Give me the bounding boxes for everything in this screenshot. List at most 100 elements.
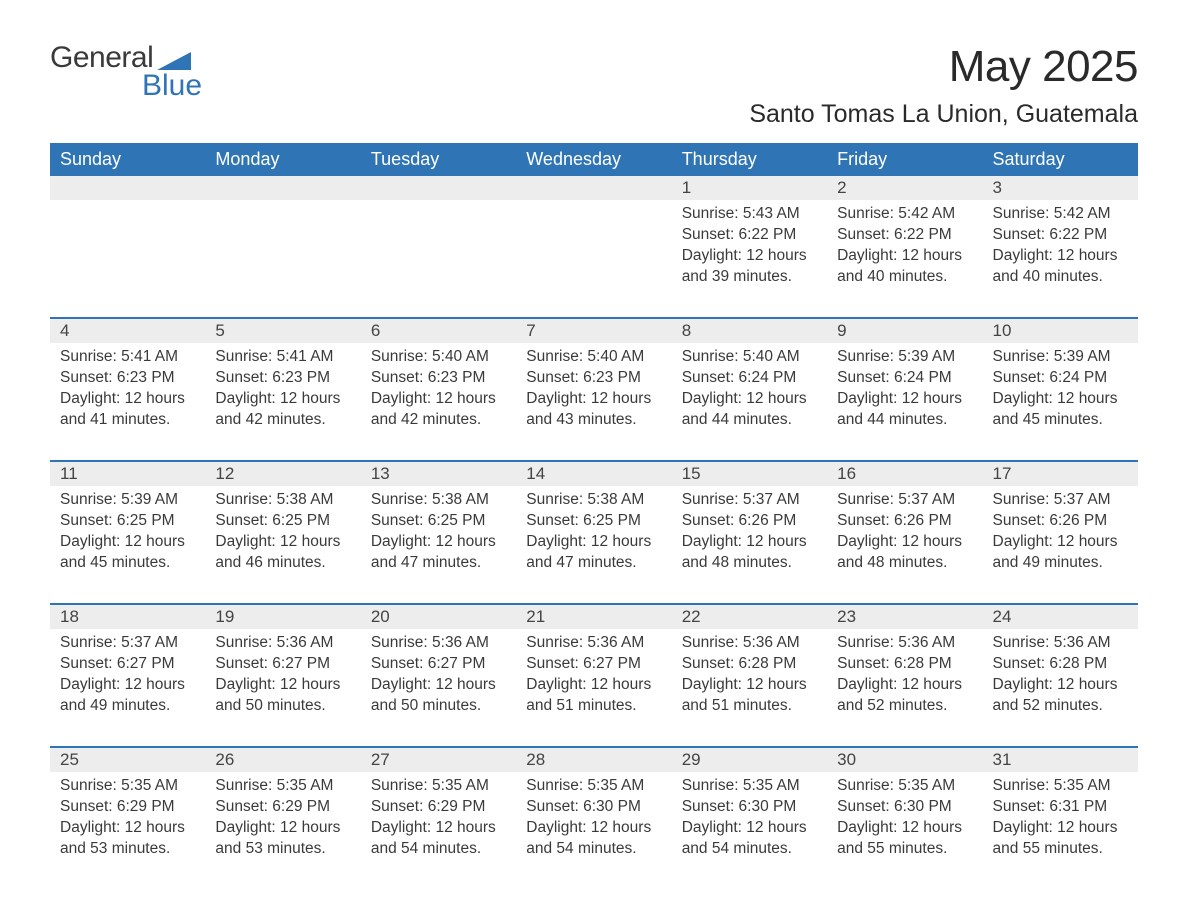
- day-content-cell: Sunrise: 5:37 AMSunset: 6:26 PMDaylight:…: [827, 486, 982, 604]
- day-content-cell: Sunrise: 5:35 AMSunset: 6:30 PMDaylight:…: [672, 772, 827, 870]
- sunrise-line: Sunrise: 5:35 AM: [682, 776, 817, 797]
- daylight-line: Daylight: 12 hours and 54 minutes.: [682, 818, 817, 860]
- sunset-line: Sunset: 6:29 PM: [60, 797, 195, 818]
- sunset-line: Sunset: 6:25 PM: [60, 511, 195, 532]
- sunset-line: Sunset: 6:22 PM: [682, 225, 817, 246]
- day-number-cell: 16: [827, 461, 982, 486]
- day-number-cell: 6: [361, 318, 516, 343]
- weekday-header-row: SundayMondayTuesdayWednesdayThursdayFrid…: [50, 143, 1138, 176]
- day-content-cell: Sunrise: 5:36 AMSunset: 6:28 PMDaylight:…: [672, 629, 827, 747]
- sunset-line: Sunset: 6:30 PM: [837, 797, 972, 818]
- sunrise-line: Sunrise: 5:42 AM: [993, 204, 1128, 225]
- daylight-line: Daylight: 12 hours and 45 minutes.: [60, 532, 195, 574]
- day-content-cell: Sunrise: 5:39 AMSunset: 6:25 PMDaylight:…: [50, 486, 205, 604]
- day-number-cell: [361, 176, 516, 200]
- daylight-line: Daylight: 12 hours and 53 minutes.: [60, 818, 195, 860]
- sunset-line: Sunset: 6:26 PM: [837, 511, 972, 532]
- daylight-line: Daylight: 12 hours and 44 minutes.: [682, 389, 817, 431]
- sunrise-line: Sunrise: 5:41 AM: [215, 347, 350, 368]
- day-number-cell: 28: [516, 747, 671, 772]
- day-content-row: Sunrise: 5:35 AMSunset: 6:29 PMDaylight:…: [50, 772, 1138, 870]
- sunset-line: Sunset: 6:23 PM: [60, 368, 195, 389]
- day-number-cell: 25: [50, 747, 205, 772]
- sunrise-line: Sunrise: 5:37 AM: [60, 633, 195, 654]
- day-content-cell: Sunrise: 5:42 AMSunset: 6:22 PMDaylight:…: [983, 200, 1138, 318]
- day-content-cell: Sunrise: 5:35 AMSunset: 6:29 PMDaylight:…: [50, 772, 205, 870]
- sunrise-line: Sunrise: 5:36 AM: [837, 633, 972, 654]
- daylight-line: Daylight: 12 hours and 54 minutes.: [371, 818, 506, 860]
- sunrise-line: Sunrise: 5:36 AM: [682, 633, 817, 654]
- day-number-cell: 27: [361, 747, 516, 772]
- daylight-line: Daylight: 12 hours and 48 minutes.: [682, 532, 817, 574]
- sunset-line: Sunset: 6:26 PM: [993, 511, 1128, 532]
- day-number-cell: 18: [50, 604, 205, 629]
- day-content-row: Sunrise: 5:43 AMSunset: 6:22 PMDaylight:…: [50, 200, 1138, 318]
- month-title: May 2025: [749, 42, 1138, 92]
- day-number-cell: 31: [983, 747, 1138, 772]
- day-content-cell: Sunrise: 5:36 AMSunset: 6:28 PMDaylight:…: [827, 629, 982, 747]
- weekday-header: Saturday: [983, 143, 1138, 176]
- daylight-line: Daylight: 12 hours and 50 minutes.: [215, 675, 350, 717]
- day-number-cell: 13: [361, 461, 516, 486]
- sunrise-line: Sunrise: 5:36 AM: [993, 633, 1128, 654]
- sunset-line: Sunset: 6:28 PM: [837, 654, 972, 675]
- day-content-cell: Sunrise: 5:35 AMSunset: 6:29 PMDaylight:…: [205, 772, 360, 870]
- logo-triangle-icon: [157, 52, 191, 70]
- day-number-cell: [205, 176, 360, 200]
- sunrise-line: Sunrise: 5:35 AM: [993, 776, 1128, 797]
- sunrise-line: Sunrise: 5:35 AM: [215, 776, 350, 797]
- day-content-cell: Sunrise: 5:38 AMSunset: 6:25 PMDaylight:…: [205, 486, 360, 604]
- logo: General Blue: [50, 42, 202, 101]
- day-number-cell: 30: [827, 747, 982, 772]
- sunrise-line: Sunrise: 5:42 AM: [837, 204, 972, 225]
- daylight-line: Daylight: 12 hours and 42 minutes.: [215, 389, 350, 431]
- day-content-cell: Sunrise: 5:37 AMSunset: 6:26 PMDaylight:…: [983, 486, 1138, 604]
- sunset-line: Sunset: 6:22 PM: [993, 225, 1128, 246]
- day-content-cell: Sunrise: 5:36 AMSunset: 6:27 PMDaylight:…: [361, 629, 516, 747]
- weekday-header: Sunday: [50, 143, 205, 176]
- sunset-line: Sunset: 6:27 PM: [215, 654, 350, 675]
- day-number-cell: [50, 176, 205, 200]
- sunrise-line: Sunrise: 5:39 AM: [837, 347, 972, 368]
- day-number-cell: 2: [827, 176, 982, 200]
- day-number-cell: 1: [672, 176, 827, 200]
- sunset-line: Sunset: 6:25 PM: [215, 511, 350, 532]
- day-content-cell: Sunrise: 5:39 AMSunset: 6:24 PMDaylight:…: [827, 343, 982, 461]
- day-number-cell: 8: [672, 318, 827, 343]
- day-content-cell: Sunrise: 5:36 AMSunset: 6:27 PMDaylight:…: [516, 629, 671, 747]
- day-number-cell: 21: [516, 604, 671, 629]
- day-number-row: 25262728293031: [50, 747, 1138, 772]
- day-content-cell: [516, 200, 671, 318]
- header-row: General Blue May 2025 Santo Tomas La Uni…: [50, 42, 1138, 129]
- sunrise-line: Sunrise: 5:37 AM: [993, 490, 1128, 511]
- sunset-line: Sunset: 6:23 PM: [215, 368, 350, 389]
- sunrise-line: Sunrise: 5:36 AM: [526, 633, 661, 654]
- day-number-cell: 15: [672, 461, 827, 486]
- weekday-header: Tuesday: [361, 143, 516, 176]
- daylight-line: Daylight: 12 hours and 42 minutes.: [371, 389, 506, 431]
- day-number-cell: 22: [672, 604, 827, 629]
- sunset-line: Sunset: 6:30 PM: [682, 797, 817, 818]
- sunrise-line: Sunrise: 5:37 AM: [682, 490, 817, 511]
- sunset-line: Sunset: 6:26 PM: [682, 511, 817, 532]
- sunset-line: Sunset: 6:24 PM: [993, 368, 1128, 389]
- daylight-line: Daylight: 12 hours and 40 minutes.: [993, 246, 1128, 288]
- sunset-line: Sunset: 6:25 PM: [526, 511, 661, 532]
- day-content-row: Sunrise: 5:41 AMSunset: 6:23 PMDaylight:…: [50, 343, 1138, 461]
- day-content-cell: Sunrise: 5:37 AMSunset: 6:27 PMDaylight:…: [50, 629, 205, 747]
- daylight-line: Daylight: 12 hours and 55 minutes.: [837, 818, 972, 860]
- day-content-cell: Sunrise: 5:41 AMSunset: 6:23 PMDaylight:…: [50, 343, 205, 461]
- day-content-cell: Sunrise: 5:40 AMSunset: 6:23 PMDaylight:…: [516, 343, 671, 461]
- daylight-line: Daylight: 12 hours and 39 minutes.: [682, 246, 817, 288]
- sunrise-line: Sunrise: 5:35 AM: [526, 776, 661, 797]
- day-number-cell: 4: [50, 318, 205, 343]
- sunrise-line: Sunrise: 5:38 AM: [215, 490, 350, 511]
- sunrise-line: Sunrise: 5:35 AM: [60, 776, 195, 797]
- day-number-cell: 24: [983, 604, 1138, 629]
- daylight-line: Daylight: 12 hours and 41 minutes.: [60, 389, 195, 431]
- sunset-line: Sunset: 6:30 PM: [526, 797, 661, 818]
- day-number-cell: 26: [205, 747, 360, 772]
- daylight-line: Daylight: 12 hours and 44 minutes.: [837, 389, 972, 431]
- day-content-cell: Sunrise: 5:43 AMSunset: 6:22 PMDaylight:…: [672, 200, 827, 318]
- sunrise-line: Sunrise: 5:38 AM: [371, 490, 506, 511]
